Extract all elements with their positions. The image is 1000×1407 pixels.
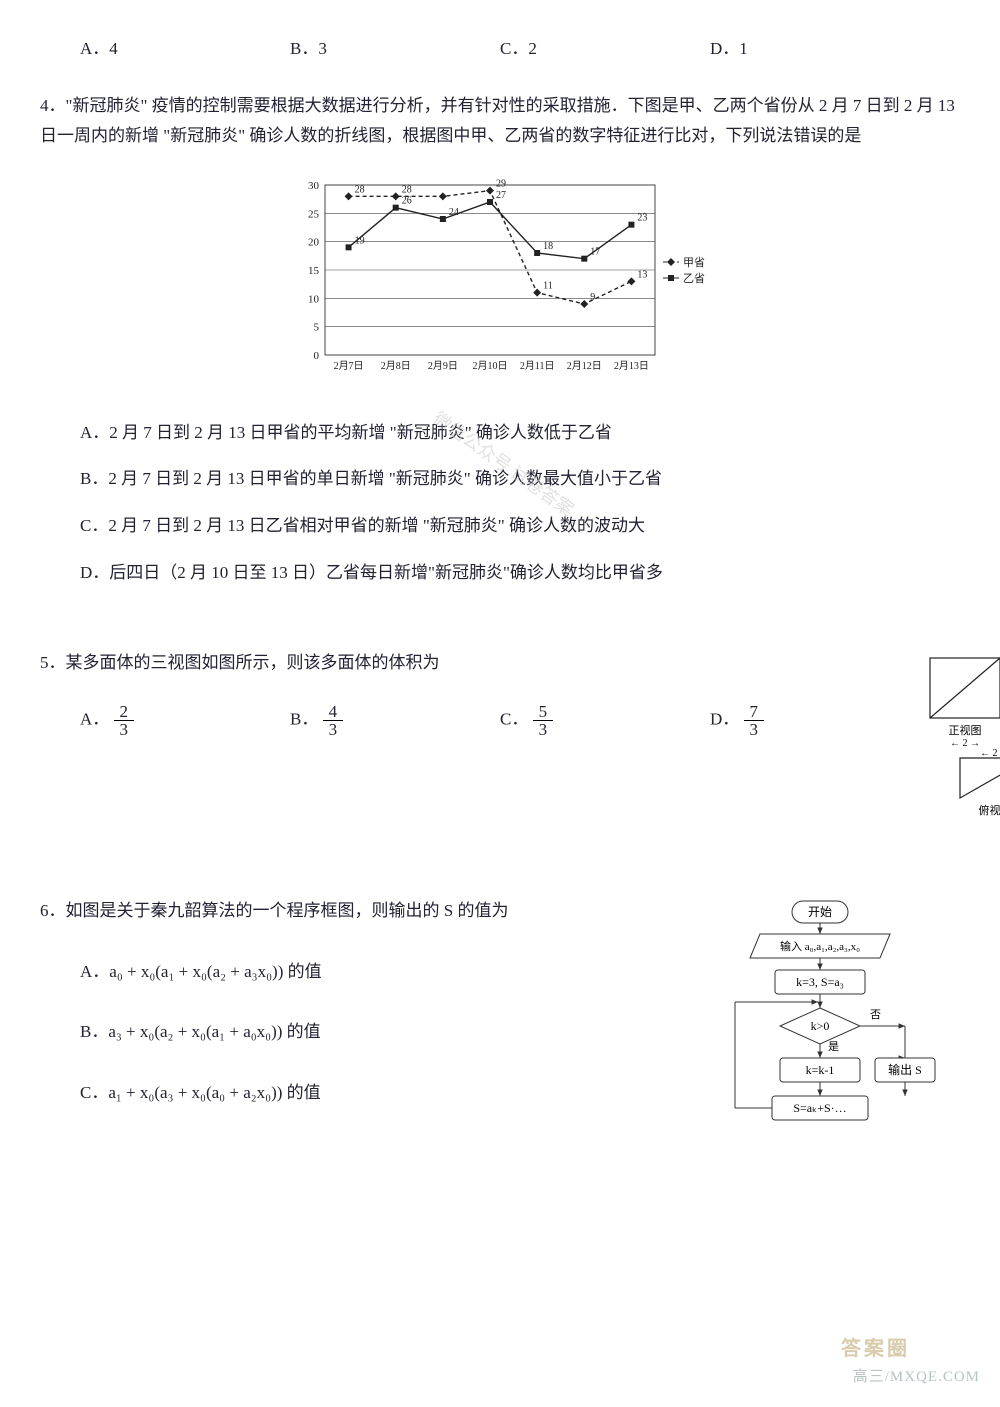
svg-text:17: 17: [590, 246, 600, 257]
svg-text:2月13日: 2月13日: [614, 360, 649, 372]
svg-text:S=aₖ+S·…: S=aₖ+S·…: [793, 1101, 846, 1115]
svg-text:26: 26: [402, 195, 412, 206]
svg-text:28: 28: [355, 184, 365, 195]
q5-option-d: D． 73: [710, 703, 920, 738]
q5-option-a: A． 23: [80, 703, 290, 738]
svg-text:k=k-1: k=k-1: [806, 1063, 835, 1077]
svg-text:23: 23: [637, 212, 647, 223]
svg-text:20: 20: [308, 236, 320, 248]
q5-option-b: B． 43: [290, 703, 500, 738]
svg-text:2月7日: 2月7日: [334, 360, 364, 372]
svg-text:28: 28: [402, 184, 412, 195]
q4-option-c: C．2 月 7 日到 2 月 13 日乙省相对甲省的新增 "新冠肺炎" 确诊人数…: [80, 511, 960, 542]
svg-text:俯视图: 俯视图: [979, 803, 1000, 817]
svg-text:9: 9: [590, 292, 595, 303]
svg-text:15: 15: [308, 265, 320, 277]
q3-option-c: C．2: [500, 34, 710, 65]
svg-text:25: 25: [308, 208, 320, 220]
svg-text:2月11日: 2月11日: [520, 360, 555, 372]
q5-stem: 5．某多面体的三视图如图所示，则该多面体的体积为: [40, 648, 920, 679]
svg-text:否: 否: [870, 1009, 881, 1021]
svg-text:输出 S: 输出 S: [888, 1062, 922, 1077]
q3-option-b: B．3: [290, 34, 500, 65]
svg-text:乙省: 乙省: [683, 272, 705, 285]
svg-text:开始: 开始: [808, 905, 832, 919]
svg-text:输入 a₀,a₁,a₂,a₃,x₀: 输入 a₀,a₁,a₂,a₃,x₀: [780, 939, 860, 953]
question-4: 4．"新冠肺炎" 疫情的控制需要根据大数据进行分析，并有针对性的采取措施．下图是…: [40, 91, 960, 589]
svg-text:2月10日: 2月10日: [473, 360, 508, 372]
svg-text:k=3, S=a₃: k=3, S=a₃: [796, 975, 844, 989]
q3-option-d: D．1: [710, 34, 920, 65]
svg-text:19: 19: [355, 235, 365, 246]
q3-option-a: A．4: [80, 34, 290, 65]
svg-text:0: 0: [314, 350, 320, 362]
svg-text:2月12日: 2月12日: [567, 360, 602, 372]
svg-text:正视图: 正视图: [949, 723, 982, 737]
svg-text:18: 18: [543, 241, 553, 252]
svg-text:24: 24: [449, 207, 459, 218]
q4-stem: 4．"新冠肺炎" 疫情的控制需要根据大数据进行分析，并有针对性的采取措施．下图是…: [40, 91, 960, 152]
q5-three-views: 正视图← 2 →2侧视图← 1 →← 2 →俯视图: [920, 648, 1000, 818]
q6-stem: 6．如图是关于秦九韶算法的一个程序框图，则输出的 S 的值为: [40, 896, 710, 927]
svg-text:5: 5: [314, 321, 320, 333]
q4-option-d: D．后四日（2 月 10 日至 13 日）乙省每日新增"新冠肺炎"确诊人数均比甲…: [80, 558, 960, 589]
svg-text:← 2 →: ← 2 →: [980, 748, 1000, 759]
q4-option-a: A．2 月 7 日到 2 月 13 日甲省的平均新增 "新冠肺炎" 确诊人数低于…: [80, 418, 960, 449]
q6-option-b: B．a₃ + x₀(a₂ + x₀(a₁ + a₀x₀)) 的值: [80, 1017, 710, 1048]
svg-text:13: 13: [637, 269, 647, 280]
q6-option-c: C．a₁ + x₀(a₃ + x₀(a₀ + a₂x₀)) 的值: [80, 1078, 710, 1109]
svg-text:29: 29: [496, 178, 506, 189]
svg-text:27: 27: [496, 190, 506, 201]
svg-text:2月8日: 2月8日: [381, 360, 411, 372]
svg-text:← 2 →: ← 2 →: [950, 738, 980, 749]
q5-option-c: C． 53: [500, 703, 710, 738]
corner-watermark-2: 高三/MXQE.COM: [853, 1364, 980, 1391]
question-5: 5．某多面体的三视图如图所示，则该多面体的体积为 A． 23 B． 43 C． …: [40, 648, 960, 826]
corner-watermark-1: 答案圈: [841, 1331, 910, 1367]
svg-text:2月9日: 2月9日: [428, 360, 458, 372]
q3-options: A．4 B．3 C．2 D．1: [80, 34, 960, 65]
question-6: 6．如图是关于秦九韶算法的一个程序框图，则输出的 S 的值为 A．a₀ + x₀…: [40, 896, 960, 1207]
q6-option-a: A．a₀ + x₀(a₁ + x₀(a₂ + a₃x₀)) 的值: [80, 957, 710, 988]
q4-line-chart: 0 5 10 15 20 25 30 2月7日 2月8日 2月9日 2月10日 2月11日 2月12日 2…: [285, 170, 715, 390]
svg-text:11: 11: [543, 280, 553, 291]
svg-text:30: 30: [308, 180, 320, 192]
svg-text:10: 10: [308, 293, 320, 305]
q4-option-b: B．2 月 7 日到 2 月 13 日甲省的单日新增 "新冠肺炎" 确诊人数最大…: [80, 464, 960, 495]
svg-text:是: 是: [828, 1040, 839, 1053]
q6-flowchart: 开始输入 a₀,a₁,a₂,a₃,x₀ k=3, S=a₃ k>0 是 k=k-1 S=a…: [710, 896, 960, 1196]
svg-text:k>0: k>0: [811, 1019, 830, 1033]
svg-text:甲省: 甲省: [683, 256, 705, 269]
